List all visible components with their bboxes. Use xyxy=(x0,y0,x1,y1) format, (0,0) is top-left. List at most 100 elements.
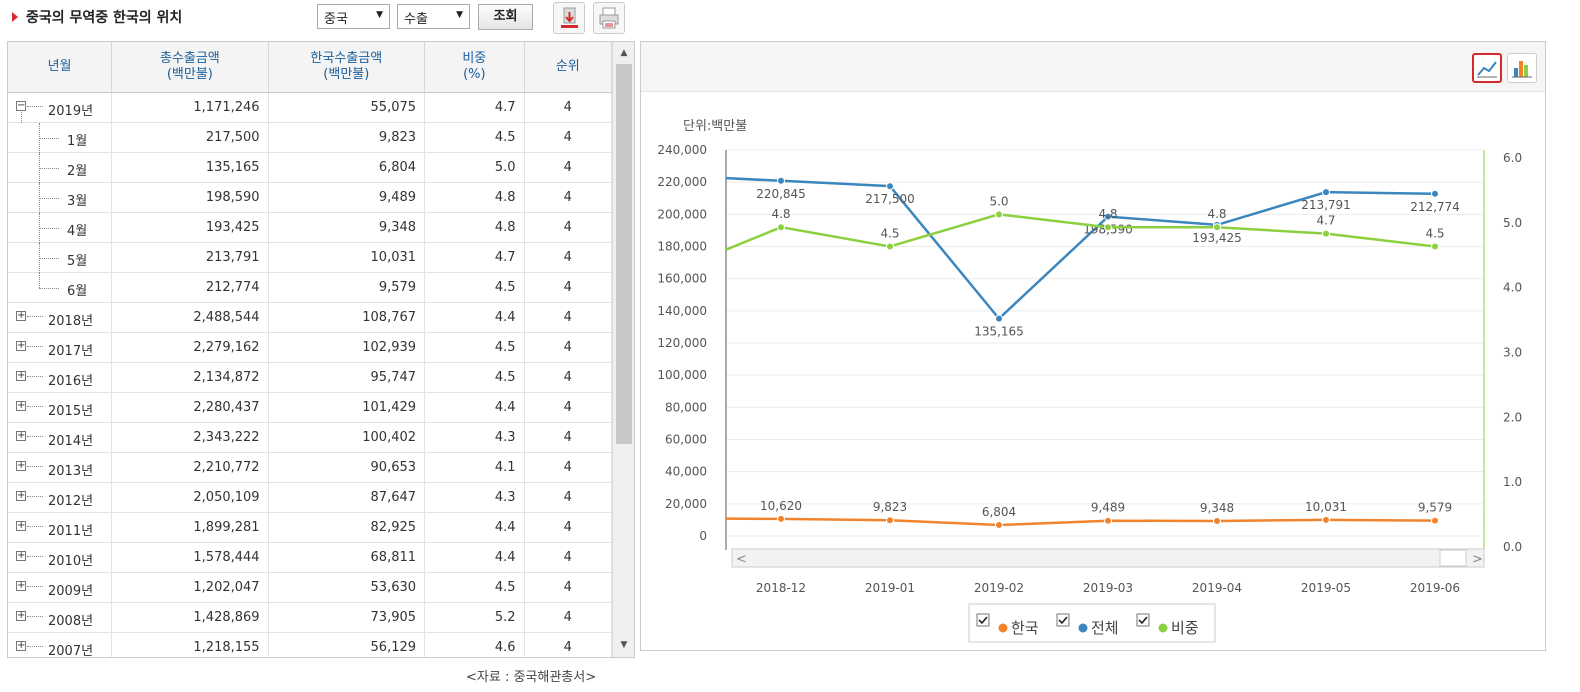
data-point[interactable] xyxy=(1213,223,1221,232)
col-header-year-month[interactable]: 년월 xyxy=(8,42,113,93)
data-point[interactable] xyxy=(1431,516,1439,525)
data-point[interactable] xyxy=(1322,229,1330,238)
search-button[interactable]: 조회 xyxy=(478,4,533,30)
table-row[interactable]: 6월 212,774 9,579 4.5 4 xyxy=(8,272,613,303)
data-point[interactable] xyxy=(777,176,785,185)
data-point[interactable] xyxy=(995,314,1003,323)
legend-checkbox[interactable] xyxy=(976,613,990,627)
table-row[interactable]: 4월 193,425 9,348 4.8 4 xyxy=(8,212,613,243)
legend-label[interactable]: 한국 xyxy=(1011,619,1039,637)
scroll-right-icon[interactable]: > xyxy=(1472,552,1483,567)
expand-icon[interactable]: + xyxy=(16,489,26,501)
expand-icon[interactable]: + xyxy=(16,579,26,591)
cell-year-month[interactable]: +2016년 xyxy=(8,362,113,393)
table-row[interactable]: − 2019년 1,171,246 55,075 4.7 4 xyxy=(8,92,613,123)
excel-download-button[interactable] xyxy=(553,2,585,34)
legend-label[interactable]: 전체 xyxy=(1091,619,1119,637)
col-header-share[interactable]: 비중 (%) xyxy=(424,42,525,93)
scroll-up-icon[interactable]: ▲ xyxy=(620,48,628,58)
expand-icon[interactable]: + xyxy=(16,519,26,531)
cell-year-month[interactable]: +2007년 xyxy=(8,632,113,657)
cell-year-month[interactable]: +2009년 xyxy=(8,572,113,603)
table-row[interactable]: +2012년 2,050,109 87,647 4.3 4 xyxy=(8,482,613,513)
data-point[interactable] xyxy=(1322,515,1330,524)
table-row[interactable]: +2014년 2,343,222 100,402 4.3 4 xyxy=(8,422,613,453)
scroll-down-icon[interactable]: ▼ xyxy=(620,640,628,650)
data-point[interactable] xyxy=(995,521,1003,530)
table-row[interactable]: 2월 135,165 6,804 5.0 4 xyxy=(8,152,613,183)
data-point[interactable] xyxy=(1104,516,1112,525)
trade-type-select[interactable]: 수출 ▼ xyxy=(397,4,470,29)
table-row[interactable]: +2007년 1,218,155 56,129 4.6 4 xyxy=(8,632,613,657)
expand-icon[interactable]: + xyxy=(16,459,26,471)
expand-icon[interactable]: + xyxy=(16,399,26,411)
line-chart-button[interactable] xyxy=(1472,53,1502,83)
cell-year-month[interactable]: − 2019년 xyxy=(8,92,113,123)
table-row[interactable]: +2008년 1,428,869 73,905 5.2 4 xyxy=(8,602,613,633)
table-scrollbar[interactable]: ▲ ▼ xyxy=(612,42,634,657)
table-header-row: 년월 총수출금액 (백만불) 한국수출금액 (백만불) 비중 (%) 순위 xyxy=(8,42,613,93)
cell-year-month[interactable]: +2012년 xyxy=(8,482,113,513)
data-point[interactable] xyxy=(1213,516,1221,525)
expand-icon[interactable]: + xyxy=(16,549,26,561)
cell-year-month[interactable]: 5월 xyxy=(8,242,113,273)
table-row[interactable]: +2009년 1,202,047 53,630 4.5 4 xyxy=(8,572,613,603)
cell-year-month[interactable]: +2017년 xyxy=(8,332,113,363)
table-row[interactable]: 1월 217,500 9,823 4.5 4 xyxy=(8,122,613,153)
data-point[interactable] xyxy=(886,242,894,251)
data-point[interactable] xyxy=(777,514,785,523)
table-row[interactable]: 5월 213,791 10,031 4.7 4 xyxy=(8,242,613,273)
table-row[interactable]: +2015년 2,280,437 101,429 4.4 4 xyxy=(8,392,613,423)
data-point[interactable] xyxy=(1431,242,1439,251)
cell-year-month[interactable]: 2월 xyxy=(8,152,113,183)
scroll-left-icon[interactable]: < xyxy=(736,552,747,567)
table-row[interactable]: +2010년 1,578,444 68,811 4.4 4 xyxy=(8,542,613,573)
table-row[interactable]: +2013년 2,210,772 90,653 4.1 4 xyxy=(8,452,613,483)
table-row[interactable]: +2011년 1,899,281 82,925 4.4 4 xyxy=(8,512,613,543)
cell-year-month[interactable]: +2015년 xyxy=(8,392,113,423)
cell-year-month[interactable]: +2014년 xyxy=(8,422,113,453)
data-point[interactable] xyxy=(995,210,1003,219)
cell-year-month[interactable]: +2010년 xyxy=(8,542,113,573)
cell-year-month[interactable]: 6월 xyxy=(8,272,113,303)
legend-checkbox[interactable] xyxy=(1136,613,1150,627)
bar-chart-button[interactable] xyxy=(1507,53,1537,83)
table-row[interactable]: +2018년 2,488,544 108,767 4.4 4 xyxy=(8,302,613,333)
table-row[interactable]: +2017년 2,279,162 102,939 4.5 4 xyxy=(8,332,613,363)
data-point[interactable] xyxy=(1431,189,1439,198)
chart-scroll-thumb[interactable] xyxy=(1439,549,1467,567)
data-point[interactable] xyxy=(1104,223,1112,232)
chart-h-scrollbar[interactable] xyxy=(731,548,1485,568)
print-button[interactable] xyxy=(593,2,625,34)
expand-icon[interactable]: + xyxy=(16,339,26,351)
cell-year-month[interactable]: 3월 xyxy=(8,182,113,213)
legend-label[interactable]: 비중 xyxy=(1171,619,1199,637)
col-header-total-export[interactable]: 총수출금액 (백만불) xyxy=(111,42,269,93)
cell-year-month[interactable]: +2013년 xyxy=(8,452,113,483)
cell-year-month[interactable]: +2008년 xyxy=(8,602,113,633)
country-select[interactable]: 중국 ▼ xyxy=(317,4,390,29)
legend-checkbox[interactable] xyxy=(1056,613,1070,627)
cell-year-month[interactable]: +2018년 xyxy=(8,302,113,333)
expand-icon[interactable]: + xyxy=(16,309,26,321)
y-right-tick-label: 5.0 xyxy=(1503,216,1522,230)
data-point[interactable] xyxy=(1322,188,1330,197)
expand-icon[interactable]: + xyxy=(16,609,26,621)
col-header-rank[interactable]: 순위 xyxy=(524,42,613,93)
y-left-tick-label: 120,000 xyxy=(657,336,707,350)
data-point[interactable] xyxy=(886,182,894,191)
table-row[interactable]: +2016년 2,134,872 95,747 4.5 4 xyxy=(8,362,613,393)
expand-icon[interactable]: + xyxy=(16,369,26,381)
data-point[interactable] xyxy=(1104,212,1112,221)
collapse-icon[interactable]: − xyxy=(16,99,26,111)
cell-year-month[interactable]: +2011년 xyxy=(8,512,113,543)
cell-year-month[interactable]: 4월 xyxy=(8,212,113,243)
data-point[interactable] xyxy=(777,223,785,232)
expand-icon[interactable]: + xyxy=(16,429,26,441)
expand-icon[interactable]: + xyxy=(16,639,26,651)
data-point[interactable] xyxy=(886,516,894,525)
col-header-korea-export[interactable]: 한국수출금액 (백만불) xyxy=(268,42,426,93)
table-row[interactable]: 3월 198,590 9,489 4.8 4 xyxy=(8,182,613,213)
cell-year-month[interactable]: 1월 xyxy=(8,122,113,153)
scroll-thumb[interactable] xyxy=(616,64,632,444)
